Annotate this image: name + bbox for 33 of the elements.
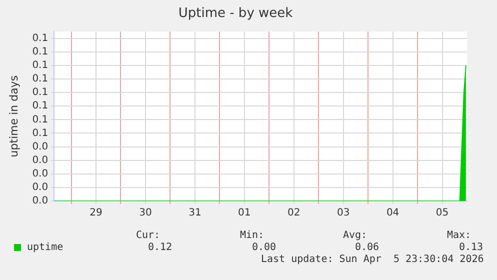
text: Avg: <box>343 230 368 242</box>
x-tick-label: 05 <box>436 208 449 219</box>
text: 0.13 <box>459 242 484 254</box>
y-tick-label: 0.0 <box>32 196 48 207</box>
y-tick-label: 0.0 <box>32 182 48 194</box>
text: Max: <box>447 230 472 242</box>
y-tick-label: 0.1 <box>32 128 48 139</box>
y-tick-label: 0.0 <box>32 141 48 152</box>
y-tick-label: 0.1 <box>32 87 48 98</box>
x-tick-label: 01 <box>238 208 251 219</box>
y-tick-label: 0.1 <box>32 100 48 112</box>
y-tick-label: 0.0 <box>32 168 48 180</box>
text: Cur: <box>136 230 160 242</box>
text: Min: <box>240 230 264 242</box>
y-tick-label: 0.1 <box>32 60 48 72</box>
y-tick-label: 0.1 <box>32 114 48 126</box>
y-tick-label: 0.1 <box>32 74 48 85</box>
text: 0.06 <box>355 242 380 254</box>
text: 0.12 <box>148 242 172 254</box>
y-tick-label: 0.1 <box>32 32 48 44</box>
x-tick-label: 04 <box>386 208 400 219</box>
x-tick-label: 31 <box>188 208 202 219</box>
x-tick-label: 03 <box>336 208 350 219</box>
y-tick-label: 0.0 <box>32 154 48 166</box>
y-axis-title: uptime in days <box>7 75 20 158</box>
legend-label: uptime <box>27 242 64 254</box>
x-tick-label: 29 <box>90 208 102 219</box>
text: 0.00 <box>252 242 276 254</box>
chart-title: Uptime - by week <box>178 6 294 22</box>
text: Last update: Sun Apr 5 23:30:04 2026 <box>261 254 484 266</box>
x-tick-label: 30 <box>139 208 152 219</box>
x-tick-label: 02 <box>288 208 300 219</box>
y-tick-label: 0.1 <box>32 46 48 58</box>
